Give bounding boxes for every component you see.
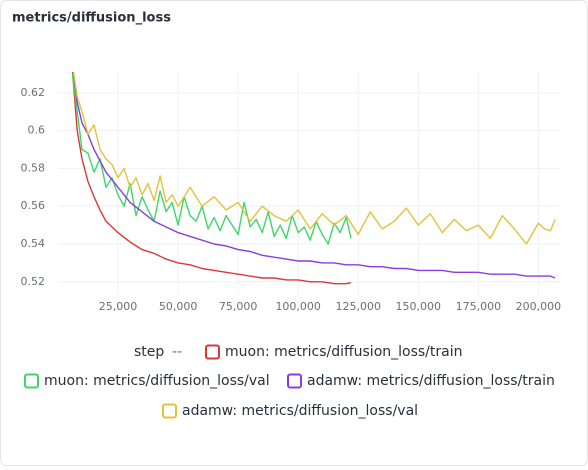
x-tick-label: 200,000 (516, 300, 562, 313)
legend-label: muon: metrics/diffusion_loss/val (44, 373, 270, 389)
x-tick-label: 150,000 (396, 300, 442, 313)
grid (58, 72, 560, 295)
y-tick-label: 0.54 (21, 237, 46, 250)
x-tick-label: 125,000 (335, 300, 381, 313)
chart-title: metrics/diffusion_loss (12, 11, 171, 26)
y-tick-label: 0.56 (21, 199, 46, 212)
x-axis-label: step (134, 344, 164, 360)
legend-label: adamw: metrics/diffusion_loss/val (182, 403, 418, 419)
series-line (72, 72, 556, 279)
y-tick-label: 0.6 (28, 124, 46, 137)
series-line (71, 72, 352, 285)
legend-separator: -- (172, 344, 182, 360)
x-tick-label: 50,000 (159, 300, 198, 313)
y-tick-label: 0.52 (21, 275, 46, 288)
x-tick-label: 25,000 (99, 300, 138, 313)
series-line (72, 72, 556, 245)
x-tick-label: 175,000 (456, 300, 502, 313)
legend-label: muon: metrics/diffusion_loss/train (225, 344, 462, 360)
legend-label: adamw: metrics/diffusion_loss/train (307, 373, 555, 389)
y-tick-label: 0.58 (21, 161, 46, 174)
x-tick-label: 100,000 (275, 300, 321, 313)
x-tick-label: 75,000 (219, 300, 258, 313)
legend-swatch (287, 373, 302, 389)
legend-swatch (205, 344, 220, 360)
legend-swatch (24, 373, 39, 389)
legend-swatch (162, 403, 177, 419)
series-line (71, 73, 352, 245)
y-tick-label: 0.62 (21, 86, 46, 99)
plot-area (71, 72, 556, 285)
